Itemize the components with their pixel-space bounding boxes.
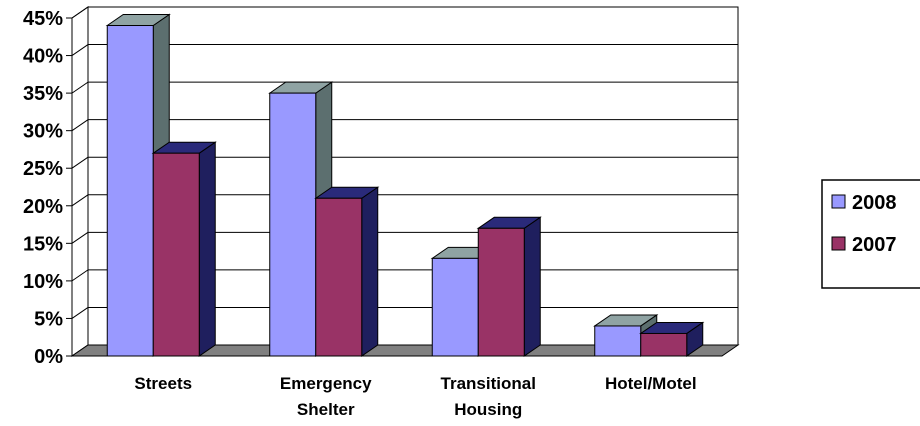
legend: 2008 2007 [821, 179, 920, 289]
y-tick-label: 40% [23, 46, 63, 68]
gridline-side [71, 194, 89, 207]
y-tick-label: 35% [23, 83, 63, 105]
y-tick-label: 20% [23, 196, 63, 218]
x-category-label: Shelter [297, 400, 355, 419]
bar [431, 257, 479, 357]
x-category-label: Emergency [280, 374, 372, 393]
gridline-side [71, 6, 89, 19]
y-tick-label: 0% [34, 346, 63, 368]
y-tick-label: 5% [34, 308, 63, 330]
y-axis: 0% 5% 10% 15% 20% 25% 30% 35% 40% 45% [23, 8, 73, 368]
x-category-label: Streets [134, 374, 192, 393]
gridline-side [71, 231, 89, 244]
x-category-label: Transitional [441, 374, 536, 393]
legend-swatch [831, 236, 846, 251]
x-category-label: Hotel/Motel [605, 374, 697, 393]
bar-side [523, 216, 541, 357]
bar [269, 92, 317, 357]
x-axis-labels: Streets Emergency Shelter Transitional Housi… [134, 374, 696, 419]
gridline-side [71, 269, 89, 282]
gridline-side [71, 156, 89, 169]
gridline-side [71, 307, 89, 319]
gridline-side [71, 81, 89, 94]
bar [315, 197, 363, 357]
bar [106, 25, 154, 357]
bars [105, 13, 705, 357]
y-tick-label: 30% [23, 121, 63, 143]
y-tick-label: 45% [23, 8, 63, 30]
y-tick-label: 15% [23, 233, 63, 255]
y-tick-label: 10% [23, 271, 63, 293]
legend-label: 2008 [852, 192, 897, 214]
bar [477, 227, 525, 357]
side-wall [71, 6, 89, 357]
bar [594, 325, 642, 357]
x-category-label: Housing [454, 400, 522, 419]
bar [152, 152, 200, 357]
bar-side [198, 141, 216, 357]
bar-side [361, 186, 379, 357]
legend-label: 2007 [852, 234, 897, 256]
gridline-side [71, 44, 89, 56]
legend-swatch [831, 194, 846, 209]
bar [640, 332, 688, 357]
y-tick-label: 25% [23, 158, 63, 180]
gridline-side [71, 119, 89, 132]
